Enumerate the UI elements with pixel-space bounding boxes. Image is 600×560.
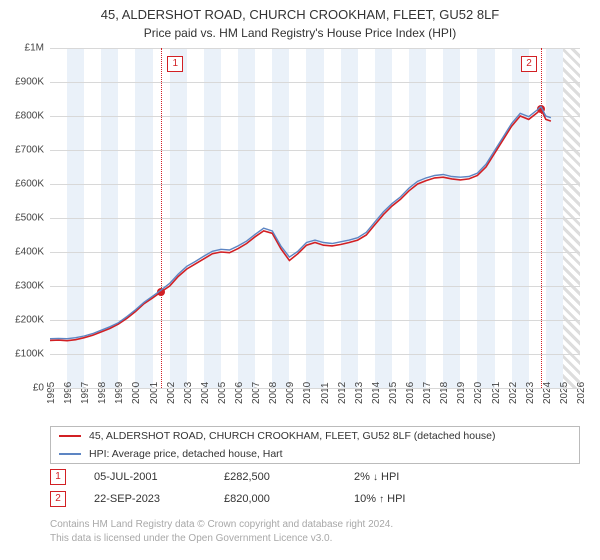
marker-table-row: 2 22-SEP-2023£820,00010% ↑ HPI <box>50 488 580 510</box>
legend-label: HPI: Average price, detached house, Hart <box>89 448 283 460</box>
marker-table: 1 05-JUL-2001£282,5002% ↓ HPI 2 22-SEP-2023… <box>50 466 580 510</box>
y-tick-label: £100K <box>0 349 44 360</box>
marker-delta: 2% ↓ HPI <box>354 471 484 483</box>
marker-delta: 10% ↑ HPI <box>354 493 484 505</box>
legend-item: HPI: Average price, detached house, Hart <box>51 445 579 463</box>
y-tick-label: £200K <box>0 315 44 326</box>
series-subject <box>50 109 551 341</box>
marker-price: £282,500 <box>224 471 354 483</box>
y-tick-label: £400K <box>0 247 44 258</box>
legend-item: 45, ALDERSHOT ROAD, CHURCH CROOKHAM, FLE… <box>51 427 579 445</box>
y-tick-label: £700K <box>0 145 44 156</box>
y-tick-label: £1M <box>0 43 44 54</box>
chart-title: 45, ALDERSHOT ROAD, CHURCH CROOKHAM, FLE… <box>0 0 600 24</box>
marker-date: 22-SEP-2023 <box>94 493 224 505</box>
marker-price: £820,000 <box>224 493 354 505</box>
chart-subtitle: Price paid vs. HM Land Registry's House … <box>0 24 600 40</box>
y-tick-label: £900K <box>0 77 44 88</box>
y-tick-label: £600K <box>0 179 44 190</box>
marker-table-row: 1 05-JUL-2001£282,5002% ↓ HPI <box>50 466 580 488</box>
y-tick-label: £800K <box>0 111 44 122</box>
y-tick-label: £300K <box>0 281 44 292</box>
marker-date: 05-JUL-2001 <box>94 471 224 483</box>
chart-plot-area: 1995199619971998199920002001200220032004… <box>50 48 580 388</box>
legend-box: 45, ALDERSHOT ROAD, CHURCH CROOKHAM, FLE… <box>50 426 580 464</box>
marker-badge: 1 <box>50 469 66 485</box>
footer-line-2: This data is licensed under the Open Gov… <box>50 532 580 546</box>
footer-attribution: Contains HM Land Registry data © Crown c… <box>50 518 580 545</box>
y-tick-label: £500K <box>0 213 44 224</box>
legend-swatch <box>59 435 81 437</box>
footer-line-1: Contains HM Land Registry data © Crown c… <box>50 518 580 532</box>
legend-swatch <box>59 453 81 455</box>
legend-label: 45, ALDERSHOT ROAD, CHURCH CROOKHAM, FLE… <box>89 430 496 442</box>
y-tick-label: £0 <box>0 383 44 394</box>
series-hpi <box>50 107 551 339</box>
marker-badge: 2 <box>50 491 66 507</box>
